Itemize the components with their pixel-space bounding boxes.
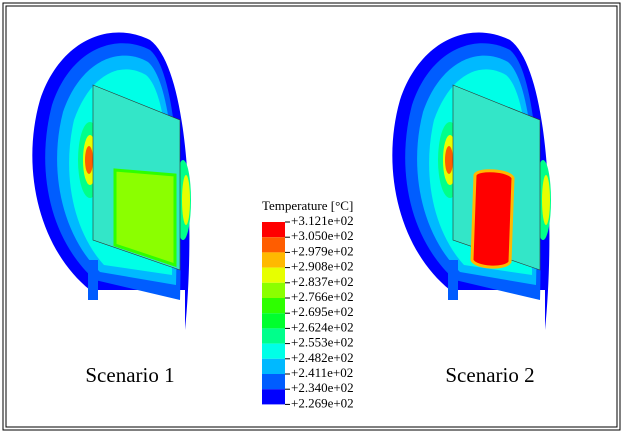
panel-label: Scenario 2 [445,363,534,387]
legend-label: +2.624e+02 [291,319,354,334]
legend-label: +2.766e+02 [291,289,354,304]
legend-swatch [262,268,285,283]
legend-swatch [262,222,285,237]
legend-label: +2.908e+02 [291,259,354,274]
legend-swatch [262,374,285,389]
legend-swatch [262,283,285,298]
legend-label: +2.553e+02 [291,335,354,350]
scenario-2-plot [392,33,551,331]
legend-swatch [262,298,285,313]
legend-label: +2.340e+02 [291,380,354,395]
legend-title: Temperature [°C] [262,198,353,213]
legend: +3.121e+02+3.050e+02+2.979e+02+2.908e+02… [262,213,354,410]
legend-label: +3.050e+02 [291,228,354,243]
legend-swatch [262,389,285,404]
legend-swatch [262,237,285,252]
figure: Scenario 1 Scenario 2 Temperature [°C] +… [0,0,624,434]
panel-label: Scenario 1 [85,363,174,387]
legend-label: +2.269e+02 [291,395,354,410]
legend-swatch [262,359,285,374]
legend-label: +2.695e+02 [291,304,354,319]
legend-label: +3.121e+02 [291,213,354,228]
legend-swatch [262,344,285,359]
legend-swatch [262,252,285,267]
legend-swatch [262,328,285,343]
legend-label: +2.482e+02 [291,350,354,365]
scenario-1-plot [32,33,191,331]
legend-label: +2.979e+02 [291,243,354,258]
legend-swatch [262,313,285,328]
legend-label: +2.411e+02 [291,365,353,380]
legend-label: +2.837e+02 [291,274,354,289]
